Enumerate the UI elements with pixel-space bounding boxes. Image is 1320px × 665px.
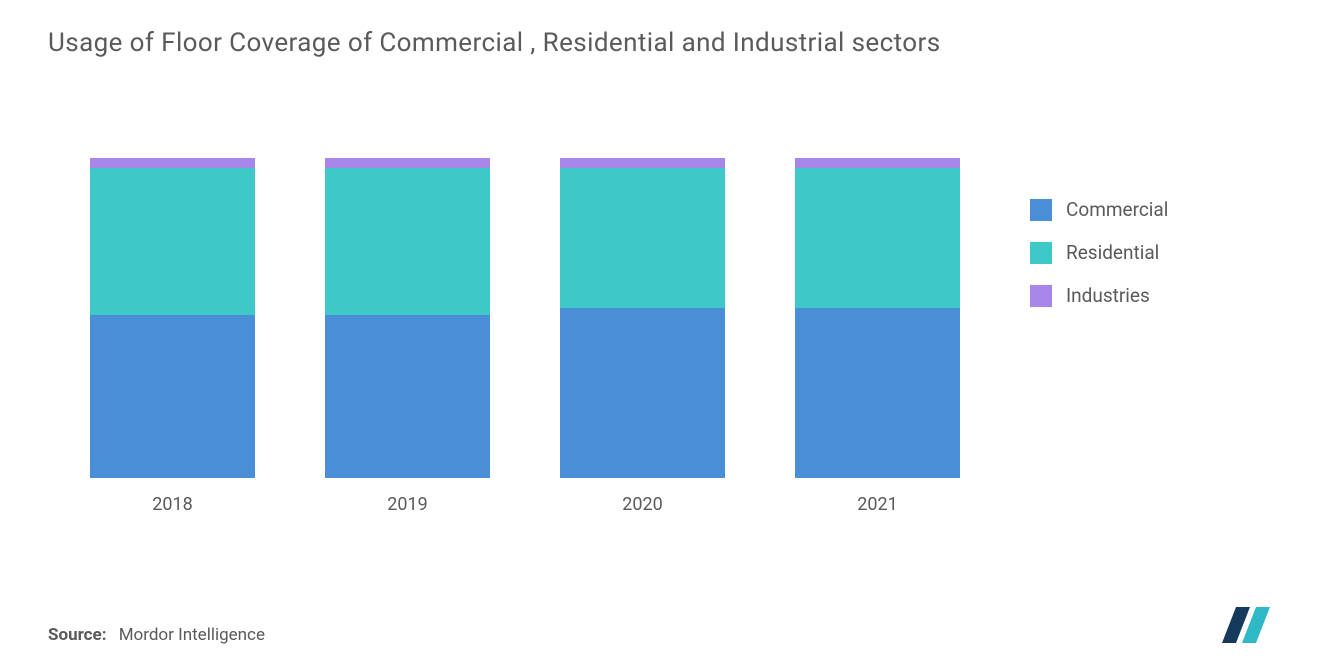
bar-segment-commercial xyxy=(560,308,725,478)
legend-label: Commercial xyxy=(1066,198,1168,221)
legend: Commercial Residential Industries xyxy=(1030,158,1168,307)
bar-segment-industries xyxy=(90,158,255,168)
bar-segment-residential xyxy=(325,168,490,315)
legend-item-commercial: Commercial xyxy=(1030,198,1168,221)
bar-group: 2019 xyxy=(325,158,490,515)
bar-segment-industries xyxy=(325,158,490,168)
x-axis-label: 2020 xyxy=(622,494,662,515)
legend-item-industries: Industries xyxy=(1030,284,1168,307)
bar-segment-industries xyxy=(560,158,725,168)
bar-segment-industries xyxy=(795,158,960,168)
stacked-bar xyxy=(795,158,960,478)
source-footer: Source: Mordor Intelligence xyxy=(48,625,265,645)
plot-area: 2018 2019 2020 2021 xyxy=(48,158,960,515)
x-axis-label: 2021 xyxy=(857,494,897,515)
bar-group: 2018 xyxy=(90,158,255,515)
source-label: Source: xyxy=(48,625,106,645)
legend-item-residential: Residential xyxy=(1030,241,1168,264)
stacked-bar xyxy=(90,158,255,478)
chart-title: Usage of Floor Coverage of Commercial , … xyxy=(48,28,1280,58)
stacked-bar xyxy=(325,158,490,478)
legend-label: Residential xyxy=(1066,241,1159,264)
legend-swatch xyxy=(1030,242,1052,264)
x-axis-label: 2019 xyxy=(387,494,427,515)
bar-segment-commercial xyxy=(90,315,255,478)
chart-row: 2018 2019 2020 2021 Commercial Residential In… xyxy=(48,158,1280,515)
bar-segment-residential xyxy=(90,168,255,315)
bar-segment-residential xyxy=(560,168,725,309)
bar-segment-residential xyxy=(795,168,960,309)
bar-group: 2020 xyxy=(560,158,725,515)
stacked-bar xyxy=(560,158,725,478)
bar-group: 2021 xyxy=(795,158,960,515)
legend-swatch xyxy=(1030,285,1052,307)
bar-segment-commercial xyxy=(795,308,960,478)
brand-logo xyxy=(1222,607,1280,647)
bar-segment-commercial xyxy=(325,315,490,478)
legend-swatch xyxy=(1030,199,1052,221)
source-value: Mordor Intelligence xyxy=(119,625,265,645)
x-axis-label: 2018 xyxy=(152,494,192,515)
legend-label: Industries xyxy=(1066,284,1150,307)
